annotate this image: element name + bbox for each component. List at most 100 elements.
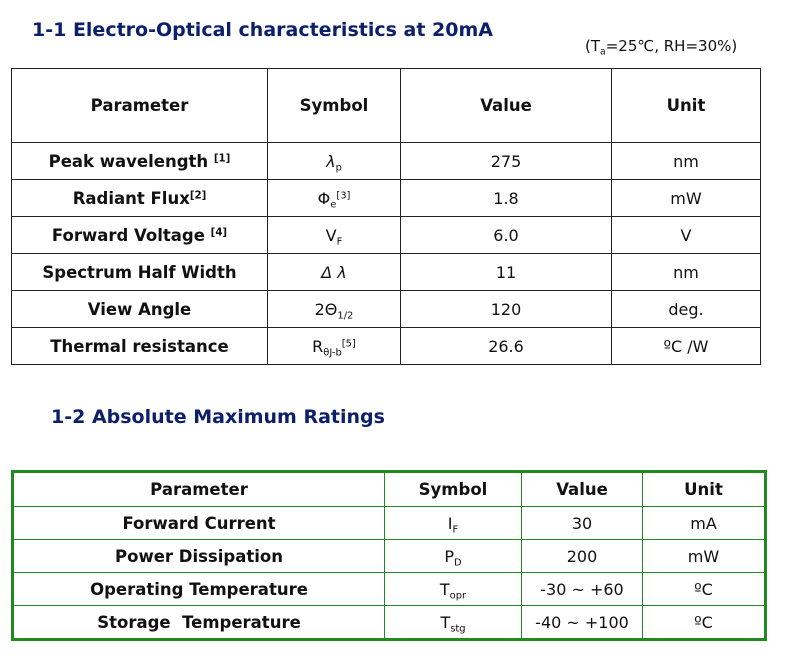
table-row: Storage Temperature Tstg -40 ~ +100 ºC xyxy=(12,605,766,640)
table-row: Radiant Flux[2] Φe[3] 1.8 mW xyxy=(11,179,761,217)
table-header-row: Parameter Symbol Value Unit xyxy=(12,471,766,507)
parameter-text: Peak wavelength xyxy=(48,151,214,171)
symbol-main: Φ xyxy=(317,188,331,208)
table-row: Operating Temperature Topr -30 ~ +60 ºC xyxy=(12,572,766,606)
symbol-subscript: F xyxy=(452,523,459,535)
header-symbol: Symbol xyxy=(384,471,522,507)
parameter-text: Forward Voltage xyxy=(51,225,211,245)
footnote-ref: [2] xyxy=(189,189,207,201)
symbol-main: T xyxy=(440,612,451,632)
header-unit: Unit xyxy=(611,68,761,143)
symbol-subscript: θJ-b xyxy=(323,346,342,358)
header-parameter: Parameter xyxy=(11,68,268,143)
footnote-ref: [4] xyxy=(210,226,228,238)
symbol-cell: IF xyxy=(384,506,522,540)
symbol-cell: Δ λ xyxy=(267,253,401,291)
electro-optical-table-body: Parameter Symbol Value Unit Peak wavelen… xyxy=(11,68,761,365)
unit-cell: deg. xyxy=(611,290,761,328)
parameter-cell: Operating Temperature xyxy=(12,572,385,606)
value-cell: 30 xyxy=(521,506,643,540)
section-title-electro-optical: 1-1 Electro-Optical characteristics at 2… xyxy=(32,19,494,41)
conditions-sub: a xyxy=(600,46,606,58)
conditions-rest: =25℃, RH=30%) xyxy=(605,37,738,55)
symbol-cell: 2Θ1/2 xyxy=(267,290,401,328)
table-row: Thermal resistance RθJ-b[5] 26.6 ºC /W xyxy=(11,327,761,365)
unit-cell: mW xyxy=(642,539,766,573)
table-row: Spectrum Half Width Δ λ 11 nm xyxy=(11,253,761,291)
unit-cell: mA xyxy=(642,506,766,540)
value-cell: -30 ~ +60 xyxy=(521,572,643,606)
symbol-subscript: 1/2 xyxy=(337,309,354,321)
parameter-text: Thermal resistance xyxy=(50,336,229,356)
table-row: Forward Current IF 30 mA xyxy=(12,506,766,540)
parameter-cell: Storage Temperature xyxy=(12,605,385,640)
header-unit: Unit xyxy=(642,471,766,507)
symbol-subscript: p xyxy=(335,161,342,173)
value-cell: 26.6 xyxy=(400,327,612,365)
parameter-cell: Forward Current xyxy=(12,506,385,540)
electro-optical-table: Parameter Symbol Value Unit Peak wavelen… xyxy=(11,68,761,365)
unit-cell: mW xyxy=(611,179,761,217)
conditions-open: (T xyxy=(585,37,601,55)
header-parameter: Parameter xyxy=(12,471,385,507)
parameter-cell: View Angle xyxy=(11,290,268,328)
symbol-cell: Topr xyxy=(384,572,522,606)
symbol-subscript: F xyxy=(336,235,343,247)
symbol-cell: λp xyxy=(267,142,401,180)
unit-cell: nm xyxy=(611,142,761,180)
parameter-text: Spectrum Half Width xyxy=(42,262,237,282)
value-cell: 200 xyxy=(521,539,643,573)
value-cell: 275 xyxy=(400,142,612,180)
symbol-subscript: opr xyxy=(449,589,467,601)
parameter-cell: Peak wavelength [1] xyxy=(11,142,268,180)
unit-cell: ºC xyxy=(642,572,766,606)
symbol-main: T xyxy=(439,579,450,599)
value-cell: 1.8 xyxy=(400,179,612,217)
section-title-absolute-max: 1-2 Absolute Maximum Ratings xyxy=(51,406,385,428)
footnote-ref: [1] xyxy=(213,152,231,164)
symbol-cell: RθJ-b[5] xyxy=(267,327,401,365)
symbol-main: I xyxy=(447,513,453,533)
parameter-text: Radiant Flux xyxy=(72,188,190,208)
symbol-subscript: stg xyxy=(450,622,466,634)
parameter-cell: Forward Voltage [4] xyxy=(11,216,268,254)
symbol-cell: Tstg xyxy=(384,605,522,640)
unit-cell: ºC /W xyxy=(611,327,761,365)
parameter-cell: Power Dissipation xyxy=(12,539,385,573)
symbol-subscript: e xyxy=(330,198,337,210)
symbol-main: P xyxy=(444,546,454,566)
symbol-cell: PD xyxy=(384,539,522,573)
value-cell: 120 xyxy=(400,290,612,328)
parameter-cell: Spectrum Half Width xyxy=(11,253,268,291)
symbol-main: Δ λ xyxy=(321,262,347,282)
parameter-text: View Angle xyxy=(87,299,192,319)
table-row: Forward Voltage [4] VF 6.0 V xyxy=(11,216,761,254)
symbol-superscript: [3] xyxy=(336,190,351,202)
parameter-cell: Radiant Flux[2] xyxy=(11,179,268,217)
symbol-main: λ xyxy=(326,151,336,171)
value-cell: 6.0 xyxy=(400,216,612,254)
table-row: Peak wavelength [1] λp 275 nm xyxy=(11,142,761,180)
table-header-row: Parameter Symbol Value Unit xyxy=(11,68,761,143)
table-row: View Angle 2Θ1/2 120 deg. xyxy=(11,290,761,328)
unit-cell: nm xyxy=(611,253,761,291)
symbol-cell: VF xyxy=(267,216,401,254)
measurement-conditions: (Ta=25℃, RH=30%) xyxy=(585,37,738,58)
symbol-cell: Φe[3] xyxy=(267,179,401,217)
symbol-main: R xyxy=(312,336,324,356)
parameter-cell: Thermal resistance xyxy=(11,327,268,365)
table-row: Power Dissipation PD 200 mW xyxy=(12,539,766,573)
symbol-main: V xyxy=(325,225,337,245)
header-value: Value xyxy=(400,68,612,143)
header-symbol: Symbol xyxy=(267,68,401,143)
symbol-subscript: D xyxy=(454,556,462,568)
symbol-superscript: [5] xyxy=(341,338,356,350)
absolute-max-table-body: Parameter Symbol Value Unit Forward Curr… xyxy=(12,471,766,640)
symbol-main: 2Θ xyxy=(314,299,338,319)
unit-cell: ºC xyxy=(642,605,766,640)
value-cell: -40 ~ +100 xyxy=(521,605,643,640)
header-value: Value xyxy=(521,471,643,507)
value-cell: 11 xyxy=(400,253,612,291)
absolute-max-table: Parameter Symbol Value Unit Forward Curr… xyxy=(11,470,767,641)
unit-cell: V xyxy=(611,216,761,254)
